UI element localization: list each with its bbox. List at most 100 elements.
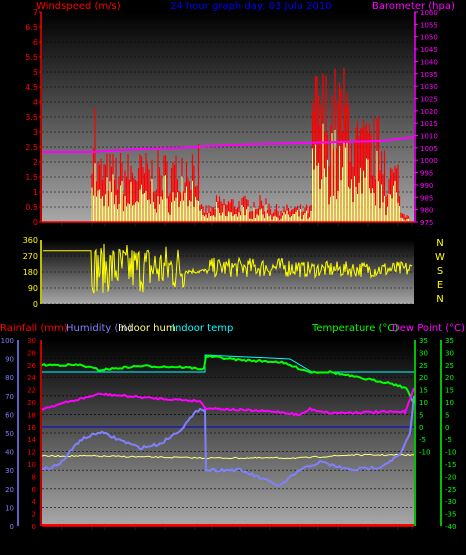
- dewpoint-y-tick: 35: [445, 337, 454, 345]
- wind-x-tick: 07: [407, 229, 417, 238]
- wind-x-tick: 20: [57, 229, 67, 238]
- wind-y-tick: 1: [33, 188, 38, 197]
- barometer-y-ticks: 975 980 985 990 995 1000 1005 1010 1015 1020 1025 1…: [414, 9, 438, 227]
- humidity-y-tick: 90: [5, 356, 14, 364]
- barometer-y-tick: 995: [420, 170, 433, 178]
- barometer-y-tick: 1060: [420, 9, 438, 17]
- humidity-y-tick: 30: [5, 467, 14, 475]
- wind-y-tick: 5.5: [25, 53, 38, 62]
- temp-y-tick: 15: [419, 387, 428, 395]
- wind-x-tick: 20: [160, 229, 170, 238]
- temp-y-tick: 25: [419, 362, 428, 370]
- rain-y-tick: 12: [27, 449, 36, 457]
- temperature-line: [41, 354, 415, 405]
- wind-x-tick: 16: [207, 229, 217, 238]
- rain-y-tick: 22: [27, 387, 36, 395]
- barometer-y-tick: 975: [420, 219, 433, 227]
- temp-x-tick: 16: [207, 535, 217, 544]
- dewpoint-y-tick: -25: [445, 486, 456, 494]
- temp-y-tick: 30: [419, 349, 428, 357]
- temp-y-tick: 5: [419, 411, 423, 419]
- barometer-y-tick: 1055: [420, 21, 438, 29]
- wind-y-tick: 6: [33, 38, 38, 47]
- temp-x-tick: 16: [313, 535, 323, 544]
- wind-average-bars: [91, 123, 409, 222]
- temp-x-tick: 16: [100, 535, 110, 544]
- temp-x-ticks: 20 22 16 18 20 22 16 18 20 22 16 18 20 22 07: [42, 525, 417, 544]
- wind-x-tick: 22: [190, 229, 200, 238]
- dewpoint-y-tick: 30: [445, 349, 454, 357]
- wind-x-tick: 22: [87, 229, 97, 238]
- dewpoint-axis-title: Dew Point (°C): [392, 323, 465, 334]
- rain-y-tick: 6: [32, 486, 37, 494]
- barometer-y-tick: 1050: [420, 34, 438, 42]
- temp-x-tick: 20: [363, 535, 373, 544]
- dewpoint-y-tick: 0: [445, 424, 449, 432]
- temp-x-tick: 18: [235, 535, 245, 544]
- wind-y-tick: 3: [33, 128, 38, 137]
- dewpoint-y-tick: 5: [445, 411, 449, 419]
- temp-right-ticks: -10 -5 0 5 10 15 20 25 30 35 -40 -35 -30 -25 -20 -15 -10…: [414, 337, 456, 531]
- rain-y-tick: 8: [32, 473, 36, 481]
- humidity-line: [41, 395, 415, 487]
- humidity-y-tick: 20: [5, 486, 14, 494]
- temp-y-tick: -10: [419, 449, 430, 457]
- temp-y-tick: 10: [419, 399, 428, 407]
- temp-y-tick: 35: [419, 337, 428, 345]
- wind-x-tick: 22: [393, 229, 403, 238]
- barometer-y-tick: 1030: [420, 83, 438, 91]
- temp-x-tick: 20: [160, 535, 170, 544]
- wind-x-tick: 20: [363, 229, 373, 238]
- direction-y-tick: 270: [23, 252, 38, 261]
- wind-direction-line: [43, 243, 413, 294]
- wind-y-tick: 4.5: [25, 83, 38, 92]
- dewpoint-y-tick: 15: [445, 387, 454, 395]
- temp-left-axis-title: Indoor hum: [118, 323, 176, 334]
- dewpoint-y-tick: -35: [445, 511, 456, 519]
- rain-y-tick: 0: [32, 523, 36, 531]
- dewpoint-y-tick: 25: [445, 362, 454, 370]
- dewpoint-y-tick: -20: [445, 473, 456, 481]
- temp-left-axis-title: Rainfall (mm): [0, 323, 68, 334]
- temp-left-axis-title: Humidity (%): [66, 323, 132, 334]
- humidity-y-tick: 0: [10, 523, 14, 531]
- temp-axis-titles: Rainfall (mm)Humidity (%)Indoor humIndoo…: [0, 323, 465, 334]
- temp-x-tick: 22: [87, 535, 97, 544]
- dewpoint-y-tick: 10: [445, 399, 454, 407]
- rain-y-tick: 10: [27, 461, 36, 469]
- wind-y-tick: 4: [33, 98, 38, 107]
- barometer-y-tick: 1010: [420, 133, 438, 141]
- wind-y-tick: 0.5: [25, 203, 38, 212]
- barometer-y-tick: 1005: [420, 145, 438, 153]
- rain-y-tick: 14: [27, 436, 36, 444]
- rain-y-tick: 30: [27, 337, 36, 345]
- dewpoint-y-tick: -40: [445, 523, 456, 531]
- rain-y-tick: 16: [27, 424, 36, 432]
- wind-x-tick: 22: [295, 229, 305, 238]
- rain-y-tick: 4: [32, 498, 37, 506]
- wind-y-tick: 1.5: [25, 173, 38, 182]
- indoor-humidity-line: [41, 453, 415, 460]
- barometer-line: [42, 136, 415, 153]
- barometer-y-tick: 1020: [420, 108, 438, 116]
- rain-y-tick: 2: [32, 511, 36, 519]
- compass-label: N: [436, 238, 443, 249]
- direction-y-tick: 90: [28, 284, 38, 293]
- humidity-y-tick: 70: [5, 393, 14, 401]
- humidity-y-tick: 100: [1, 337, 14, 345]
- barometer-y-tick: 1035: [420, 71, 438, 79]
- wind-y-tick: 2.5: [25, 143, 38, 152]
- humidity-y-tick: 80: [5, 374, 14, 382]
- direction-y-tick: 0: [33, 300, 38, 309]
- barometer-y-tick: 1015: [420, 120, 438, 128]
- wind-y-tick: 2: [33, 158, 38, 167]
- barometer-axis-title: Barometer (hpa): [372, 1, 455, 12]
- barometer-y-tick: 1045: [420, 46, 438, 54]
- rain-y-tick: 20: [27, 399, 36, 407]
- wind-x-tick: 18: [130, 229, 140, 238]
- wind-x-tick: 16: [313, 229, 323, 238]
- wind-chart-title: 24 hour graph day: 03 Julu 2010: [170, 1, 332, 12]
